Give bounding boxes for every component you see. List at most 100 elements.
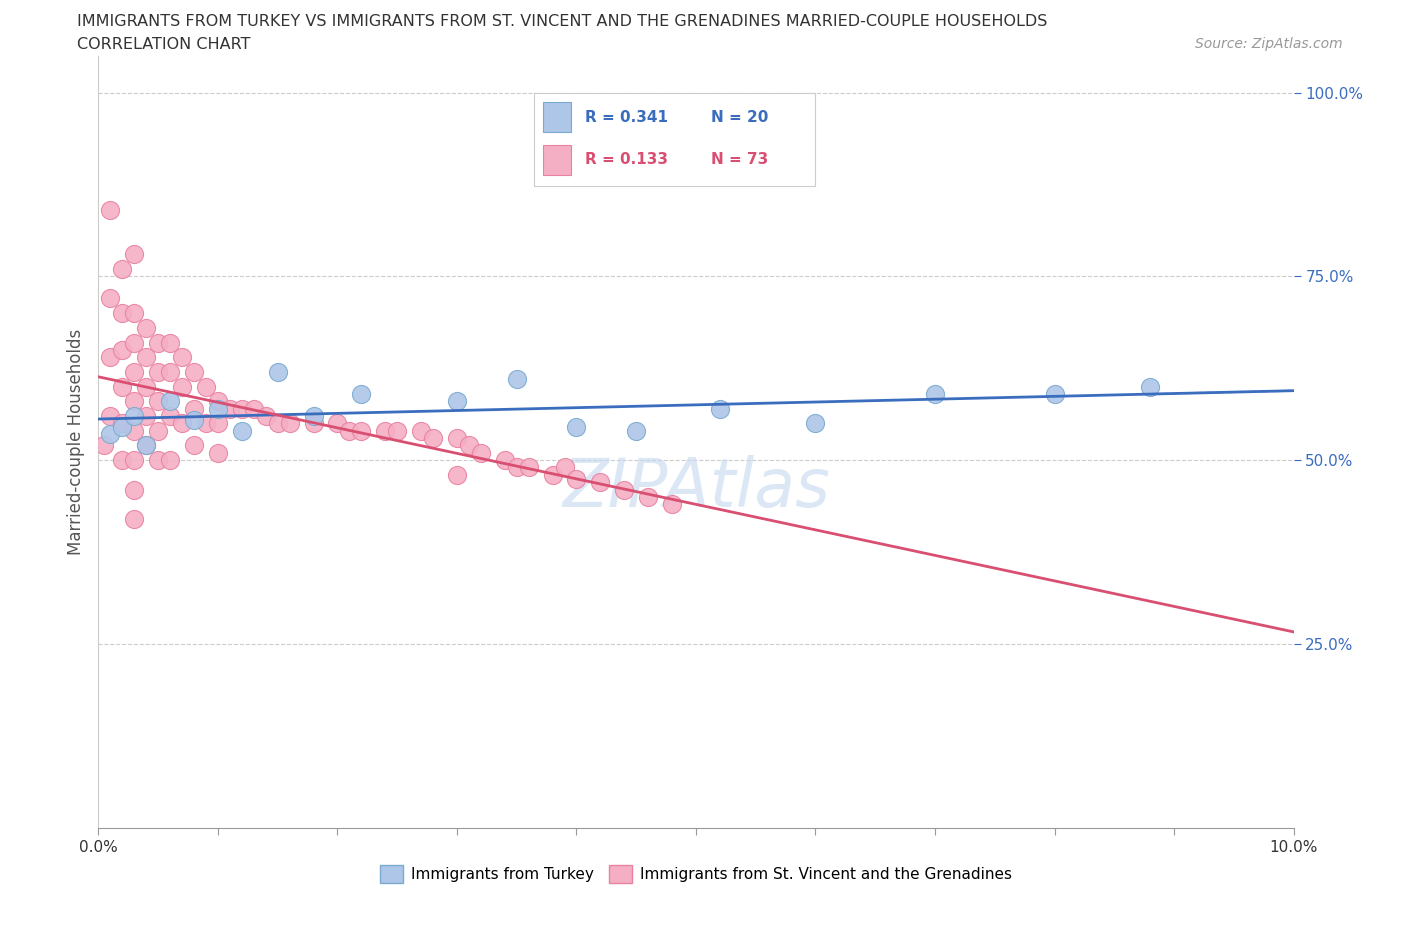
Point xyxy=(326,416,349,431)
Point xyxy=(267,416,290,431)
Point xyxy=(135,408,157,423)
Point xyxy=(124,394,146,409)
Point xyxy=(111,416,134,431)
Point xyxy=(207,401,229,416)
Point xyxy=(148,453,170,468)
Point xyxy=(613,482,636,497)
Point xyxy=(148,423,170,438)
Point xyxy=(207,445,229,460)
Point xyxy=(411,423,433,438)
Point xyxy=(506,460,529,475)
Point xyxy=(124,453,146,468)
FancyBboxPatch shape xyxy=(543,145,571,175)
Point xyxy=(339,423,361,438)
Point xyxy=(148,394,170,409)
Point xyxy=(1043,387,1066,402)
Point xyxy=(207,416,229,431)
Point xyxy=(124,246,146,261)
Point xyxy=(98,408,122,423)
Point xyxy=(124,482,146,497)
Point xyxy=(98,350,122,365)
Point xyxy=(111,453,134,468)
Text: R = 0.341: R = 0.341 xyxy=(585,110,668,125)
Point xyxy=(231,423,253,438)
Point xyxy=(565,472,588,486)
Text: CORRELATION CHART: CORRELATION CHART xyxy=(77,37,250,52)
Point xyxy=(626,423,648,438)
Point xyxy=(124,423,146,438)
Point xyxy=(135,320,157,335)
Point xyxy=(98,291,122,306)
Text: N = 20: N = 20 xyxy=(711,110,769,125)
Text: IMMIGRANTS FROM TURKEY VS IMMIGRANTS FROM ST. VINCENT AND THE GRENADINES MARRIED: IMMIGRANTS FROM TURKEY VS IMMIGRANTS FRO… xyxy=(77,14,1047,29)
Point xyxy=(446,394,468,409)
Point xyxy=(124,306,146,321)
Point xyxy=(93,438,115,453)
Point xyxy=(98,427,122,442)
Point xyxy=(183,412,205,427)
Y-axis label: Married-couple Households: Married-couple Households xyxy=(66,328,84,555)
Point xyxy=(470,445,492,460)
Point xyxy=(1139,379,1161,394)
Point xyxy=(172,379,194,394)
Point xyxy=(554,460,576,475)
Point xyxy=(446,468,468,483)
Point xyxy=(124,335,146,350)
Point xyxy=(183,365,205,379)
Point xyxy=(98,203,122,218)
Text: R = 0.133: R = 0.133 xyxy=(585,153,668,167)
Point xyxy=(172,416,194,431)
Point xyxy=(111,342,134,357)
Point xyxy=(243,401,266,416)
Point xyxy=(637,489,659,504)
Point xyxy=(506,372,529,387)
Point xyxy=(207,394,229,409)
Point xyxy=(159,365,181,379)
Legend: Immigrants from Turkey, Immigrants from St. Vincent and the Grenadines: Immigrants from Turkey, Immigrants from … xyxy=(374,858,1018,889)
Point xyxy=(135,438,157,453)
Text: ZIPAtlas: ZIPAtlas xyxy=(562,455,830,521)
Point xyxy=(195,416,218,431)
Point xyxy=(350,423,373,438)
Point xyxy=(219,401,242,416)
Point xyxy=(111,419,134,434)
FancyBboxPatch shape xyxy=(543,102,571,132)
Point xyxy=(159,453,181,468)
Point xyxy=(267,365,290,379)
Point xyxy=(111,306,134,321)
Point xyxy=(589,474,612,489)
Point xyxy=(159,394,181,409)
Point xyxy=(458,438,481,453)
Point xyxy=(135,350,157,365)
Point xyxy=(350,387,373,402)
Point xyxy=(124,512,146,526)
Point xyxy=(446,431,468,445)
Point xyxy=(159,335,181,350)
Point xyxy=(148,365,170,379)
Point xyxy=(159,408,181,423)
Text: N = 73: N = 73 xyxy=(711,153,769,167)
Point xyxy=(302,408,325,423)
Point xyxy=(183,401,205,416)
Point xyxy=(494,453,516,468)
Point xyxy=(565,419,588,434)
Point xyxy=(804,416,827,431)
Point xyxy=(111,261,134,276)
Point xyxy=(924,387,946,402)
Point xyxy=(183,438,205,453)
Point xyxy=(541,468,564,483)
Point xyxy=(709,401,731,416)
Point xyxy=(231,401,253,416)
Point xyxy=(661,497,683,512)
Point xyxy=(195,379,218,394)
Point xyxy=(302,416,325,431)
Point xyxy=(422,431,444,445)
Text: Source: ZipAtlas.com: Source: ZipAtlas.com xyxy=(1195,37,1343,51)
Point xyxy=(148,335,170,350)
Point xyxy=(517,460,540,475)
Point xyxy=(135,438,157,453)
Point xyxy=(135,379,157,394)
Point xyxy=(124,408,146,423)
Point xyxy=(385,423,409,438)
Point xyxy=(374,423,396,438)
